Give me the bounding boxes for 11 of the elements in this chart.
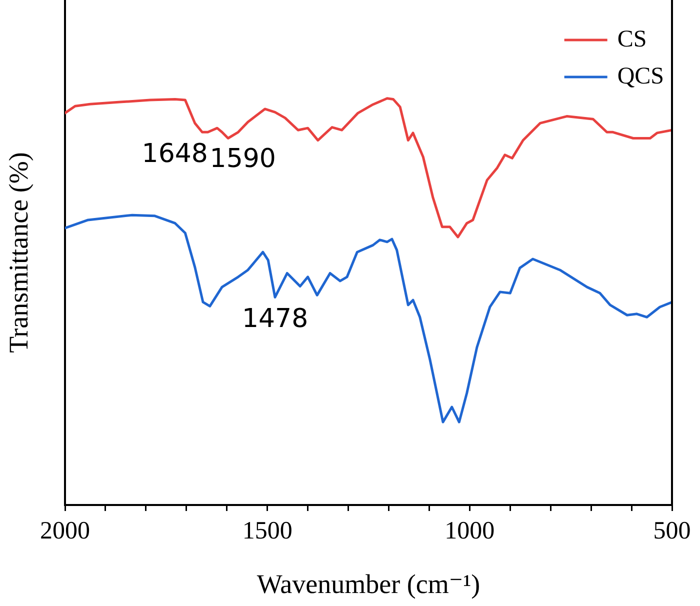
legend-label: QCS xyxy=(617,63,664,90)
x-tick-label: 1000 xyxy=(444,518,495,545)
annotation: 1590 xyxy=(210,144,276,174)
annotation: 1478 xyxy=(242,304,308,334)
x-tick-label: 1500 xyxy=(242,518,292,545)
x-tick-label: 500 xyxy=(653,518,691,545)
x-axis-title: Wavenumber (cm⁻¹) xyxy=(256,568,480,599)
x-tick-label: 2000 xyxy=(40,518,90,545)
y-axis-title: Transmittance (%) xyxy=(3,152,34,353)
legend-label: CS xyxy=(617,26,647,52)
annotation: 1648 xyxy=(142,138,208,169)
